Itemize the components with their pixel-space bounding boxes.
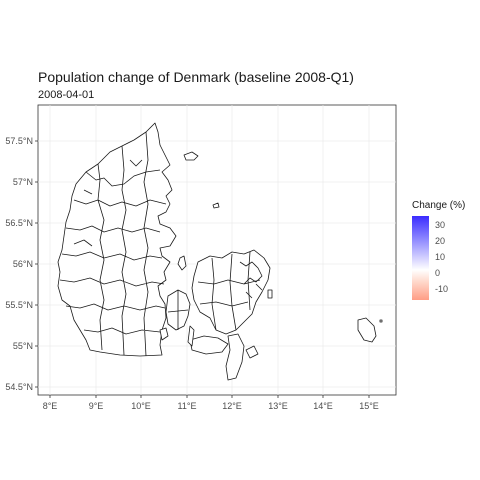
y-axis-labels: 57.5°N 57°N 56.5°N 56°N 55.5°N 55°N 54.5…: [5, 136, 33, 392]
x-tick-label: 10°E: [131, 401, 151, 411]
legend-title: Change (%): [412, 200, 466, 211]
map-subtitle: 2008-04-01: [38, 89, 95, 101]
zealand-borders: [197, 251, 263, 331]
x-tick-label: 15°E: [359, 401, 379, 411]
legend-label: 20: [435, 236, 446, 246]
mon-island: [245, 345, 259, 359]
x-tick-label: 9°E: [89, 401, 104, 411]
amager-island: [267, 289, 273, 299]
denmark-map: [57, 122, 383, 381]
lolland: [189, 335, 229, 355]
langeland: [187, 325, 195, 347]
y-tick-label: 54.5°N: [5, 382, 33, 392]
christianso-island: [379, 319, 383, 323]
map-title: Population change of Denmark (baseline 2…: [38, 69, 354, 85]
falster: [225, 333, 245, 381]
legend-colorbar: [412, 216, 429, 300]
legend-label: -10: [435, 284, 449, 294]
y-tick-label: 57°N: [13, 177, 33, 187]
legend-label: 30: [435, 220, 446, 230]
x-axis-labels: 8°E 9°E 10°E 11°E 12°E 13°E 14°E 15°E: [43, 401, 379, 411]
legend-label: 10: [435, 252, 446, 262]
anholt-island: [212, 202, 220, 209]
x-tick-label: 12°E: [222, 401, 242, 411]
y-tick-label: 56.5°N: [5, 218, 33, 228]
y-tick-label: 55°N: [13, 341, 33, 351]
jutland-borders: [59, 131, 167, 357]
y-tick-label: 56°N: [13, 259, 33, 269]
jutland: [57, 122, 177, 357]
x-tick-label: 11°E: [178, 401, 197, 411]
y-tick-label: 55.5°N: [5, 300, 33, 310]
x-tick-label: 14°E: [313, 401, 333, 411]
x-tick-label: 13°E: [268, 401, 288, 411]
laeso-island: [183, 151, 199, 161]
samso-island: [177, 255, 187, 271]
als-island: [159, 327, 169, 341]
funen-borders: [167, 290, 189, 330]
legend-label: 0: [435, 268, 441, 278]
y-tick-label: 57.5°N: [5, 136, 33, 146]
bornholm: [357, 317, 377, 343]
x-tick-label: 8°E: [43, 401, 58, 411]
axis-ticks: [35, 140, 370, 398]
